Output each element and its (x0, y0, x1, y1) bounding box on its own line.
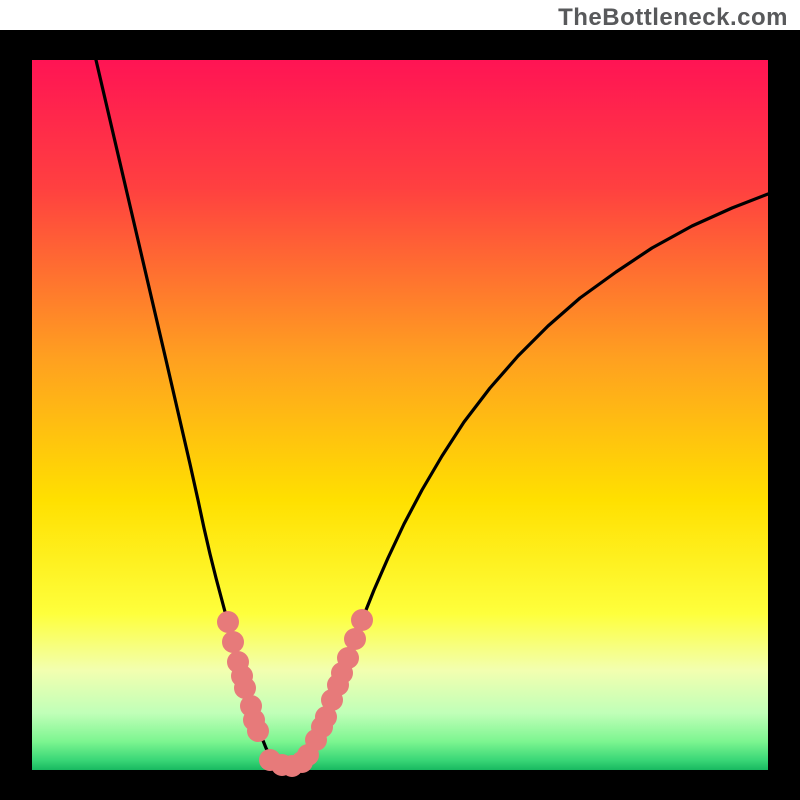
data-marker (337, 647, 359, 669)
data-marker (222, 631, 244, 653)
data-marker (247, 720, 269, 742)
data-marker (351, 609, 373, 631)
data-marker (217, 611, 239, 633)
watermark-text: TheBottleneck.com (558, 4, 788, 32)
gradient-background (32, 60, 768, 770)
page-root: TheBottleneck.com (0, 0, 800, 800)
chart-frame (0, 30, 800, 800)
chart-svg (0, 30, 800, 800)
data-marker (344, 628, 366, 650)
